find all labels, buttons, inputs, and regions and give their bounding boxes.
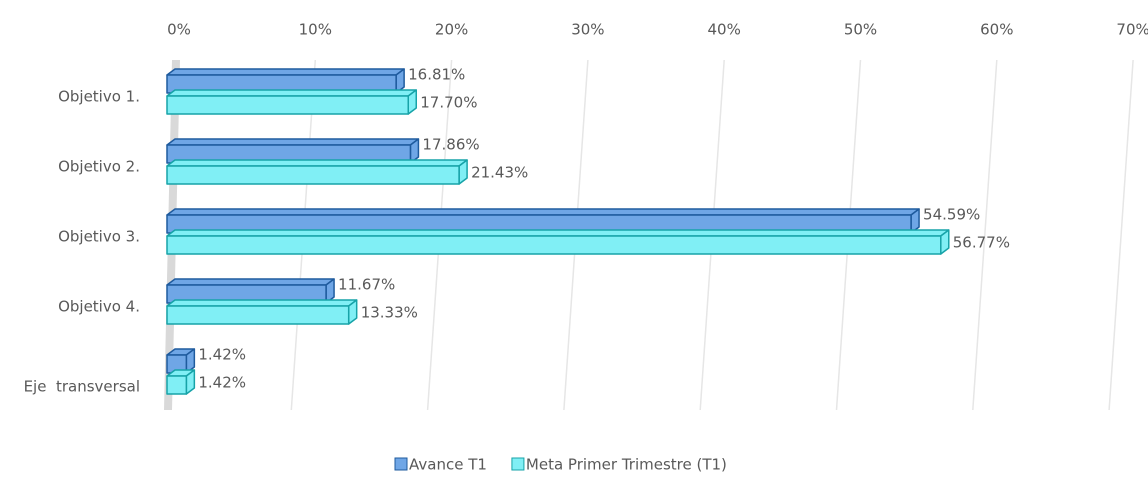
y-tick-label: Objetivo 2. bbox=[58, 158, 140, 176]
bar-top bbox=[166, 299, 358, 307]
bar-front bbox=[166, 375, 188, 395]
value-label: 17.86% bbox=[422, 136, 479, 154]
legend-swatch bbox=[511, 457, 525, 471]
x-tick-label: 70% bbox=[1116, 21, 1148, 39]
value-label: 56.77% bbox=[953, 234, 1010, 252]
bar-top bbox=[166, 68, 405, 76]
x-tick-label: 0% bbox=[167, 21, 191, 39]
legend-label: Avance T1 bbox=[409, 456, 487, 474]
value-label: 17.70% bbox=[420, 94, 477, 112]
bar bbox=[166, 229, 950, 255]
x-tick-label: 30% bbox=[571, 21, 604, 39]
bar-top bbox=[166, 208, 920, 216]
bar bbox=[166, 299, 358, 325]
x-tick-label: 10% bbox=[299, 21, 332, 39]
bar bbox=[166, 369, 196, 395]
bar bbox=[166, 159, 468, 185]
value-label: 1.42% bbox=[198, 374, 246, 392]
value-label: 13.33% bbox=[361, 304, 418, 322]
bar-top bbox=[166, 278, 335, 286]
value-label: 54.59% bbox=[923, 206, 980, 224]
legend-label: Meta Primer Trimestre (T1) bbox=[526, 456, 727, 474]
value-label: 11.67% bbox=[338, 276, 395, 294]
bar-front bbox=[166, 235, 942, 255]
grid-line bbox=[972, 59, 998, 411]
value-label: 1.42% bbox=[198, 346, 246, 364]
bar bbox=[166, 68, 405, 94]
bar-front bbox=[166, 165, 460, 185]
bar-top bbox=[166, 229, 950, 237]
bar bbox=[166, 89, 418, 115]
bar-top bbox=[166, 138, 420, 146]
value-label: 16.81% bbox=[408, 66, 465, 84]
y-tick-label: Objetivo 3. bbox=[58, 228, 140, 246]
y-tick-label: Objetivo 4. bbox=[58, 298, 140, 316]
bar-top bbox=[166, 89, 418, 97]
bar-front bbox=[166, 95, 410, 115]
bar bbox=[166, 208, 920, 234]
bar-front bbox=[166, 305, 350, 325]
bar-top bbox=[166, 159, 468, 167]
x-tick-label: 60% bbox=[980, 21, 1013, 39]
x-tick-label: 20% bbox=[435, 21, 468, 39]
bar bbox=[166, 348, 196, 374]
y-tick-label: Eje transversal bbox=[24, 378, 140, 396]
grid-line bbox=[1108, 59, 1134, 411]
x-tick-label: 50% bbox=[844, 21, 877, 39]
y-tick-label: Objetivo 1. bbox=[58, 88, 140, 106]
legend-swatch bbox=[394, 457, 408, 471]
x-tick-label: 40% bbox=[708, 21, 741, 39]
value-label: 21.43% bbox=[471, 164, 528, 182]
bar bbox=[166, 278, 335, 304]
